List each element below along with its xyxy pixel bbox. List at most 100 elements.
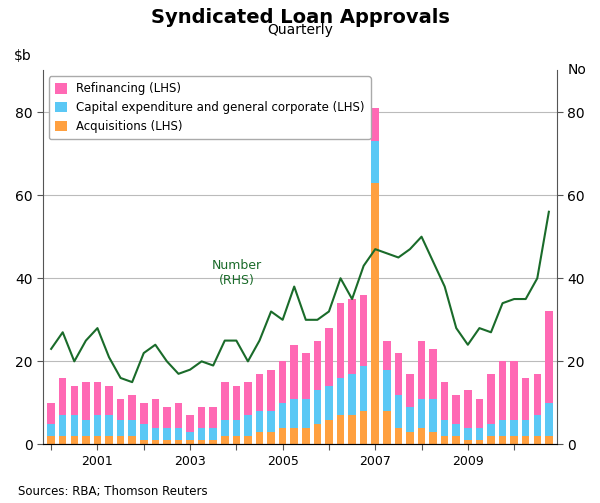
Bar	[59, 436, 67, 445]
Bar	[533, 374, 541, 415]
Bar	[511, 436, 518, 445]
Bar	[82, 382, 89, 420]
Bar	[383, 341, 391, 370]
Bar	[290, 399, 298, 428]
Bar	[452, 394, 460, 424]
Bar	[430, 399, 437, 432]
Bar	[360, 411, 367, 445]
Bar	[476, 399, 483, 428]
Bar	[487, 424, 495, 436]
Bar	[71, 436, 78, 445]
Bar	[406, 374, 414, 407]
Bar	[244, 382, 251, 415]
Bar	[163, 440, 170, 445]
Bar	[82, 436, 89, 445]
Bar	[452, 424, 460, 436]
Bar	[244, 436, 251, 445]
Text: Syndicated Loan Approvals: Syndicated Loan Approvals	[151, 8, 449, 27]
Bar	[221, 420, 229, 436]
Bar	[47, 436, 55, 445]
Bar	[360, 295, 367, 366]
Bar	[337, 303, 344, 378]
Bar	[152, 440, 159, 445]
Bar	[522, 378, 529, 420]
Bar	[94, 436, 101, 445]
Bar	[221, 382, 229, 420]
Bar	[511, 420, 518, 436]
Bar	[487, 436, 495, 445]
Bar	[383, 370, 391, 411]
Text: Sources: RBA; Thomson Reuters: Sources: RBA; Thomson Reuters	[18, 485, 208, 498]
Bar	[128, 420, 136, 436]
Bar	[290, 345, 298, 399]
Bar	[128, 436, 136, 445]
Bar	[533, 436, 541, 445]
Bar	[279, 361, 286, 403]
Bar	[533, 415, 541, 436]
Bar	[209, 440, 217, 445]
Bar	[302, 399, 310, 428]
Bar	[360, 366, 367, 411]
Bar	[163, 407, 170, 428]
Bar	[464, 440, 472, 445]
Bar	[117, 436, 124, 445]
Bar	[140, 403, 148, 424]
Bar	[117, 399, 124, 420]
Bar	[452, 436, 460, 445]
Bar	[371, 108, 379, 141]
Bar	[545, 403, 553, 436]
Bar	[221, 436, 229, 445]
Bar	[279, 428, 286, 445]
Bar	[233, 420, 240, 436]
Bar	[349, 415, 356, 445]
Bar	[430, 432, 437, 445]
Bar	[105, 386, 113, 415]
Bar	[186, 440, 194, 445]
Bar	[47, 424, 55, 436]
Bar	[371, 141, 379, 183]
Bar	[441, 436, 448, 445]
Bar	[256, 411, 263, 432]
Bar	[71, 386, 78, 415]
Bar	[406, 432, 414, 445]
Bar	[499, 420, 506, 436]
Bar	[233, 436, 240, 445]
Bar	[198, 440, 205, 445]
Bar	[290, 428, 298, 445]
Bar	[314, 341, 321, 390]
Bar	[117, 420, 124, 436]
Bar	[105, 436, 113, 445]
Bar	[418, 341, 425, 399]
Bar	[545, 311, 553, 403]
Bar	[94, 415, 101, 436]
Bar	[186, 432, 194, 440]
Bar	[47, 403, 55, 424]
Bar	[545, 436, 553, 445]
Y-axis label: $b: $b	[14, 49, 31, 63]
Bar	[464, 390, 472, 428]
Bar	[499, 361, 506, 420]
Bar	[476, 440, 483, 445]
Bar	[105, 415, 113, 436]
Bar	[152, 399, 159, 428]
Bar	[337, 378, 344, 415]
Bar	[268, 432, 275, 445]
Bar	[522, 436, 529, 445]
Bar	[198, 407, 205, 428]
Bar	[522, 420, 529, 436]
Bar	[82, 420, 89, 436]
Bar	[59, 415, 67, 436]
Bar	[302, 428, 310, 445]
Bar	[244, 415, 251, 436]
Bar	[256, 432, 263, 445]
Bar	[325, 328, 332, 386]
Legend: Refinancing (LHS), Capital expenditure and general corporate (LHS), Acquisitions: Refinancing (LHS), Capital expenditure a…	[49, 76, 371, 139]
Bar	[395, 428, 402, 445]
Y-axis label: No: No	[568, 63, 587, 77]
Bar	[209, 407, 217, 428]
Bar	[430, 349, 437, 399]
Bar	[152, 428, 159, 440]
Bar	[511, 361, 518, 420]
Bar	[268, 370, 275, 411]
Bar	[441, 420, 448, 436]
